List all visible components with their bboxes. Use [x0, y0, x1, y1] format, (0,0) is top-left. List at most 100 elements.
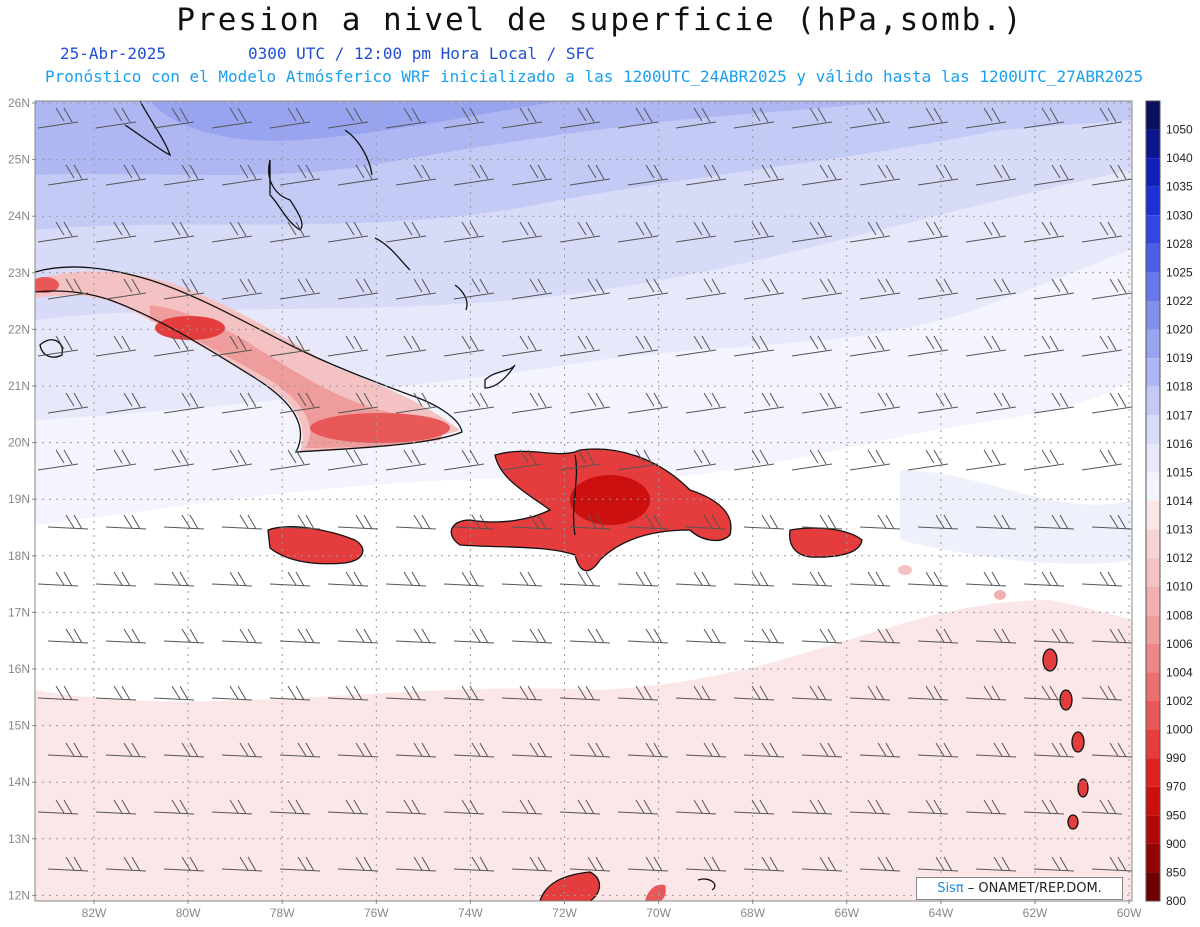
- wind-barb: [453, 856, 495, 872]
- colorbar-label: 970: [1166, 780, 1186, 794]
- wind-barb: [211, 799, 253, 815]
- wind-barb: [511, 514, 553, 530]
- wind-barb: [733, 799, 775, 815]
- wind-barb: [385, 571, 427, 587]
- wind-barb: [1081, 221, 1123, 243]
- colorbar-label: 1019: [1166, 351, 1193, 365]
- wind-barb: [1033, 164, 1075, 186]
- wind-barb: [917, 164, 959, 186]
- wind-barb: [153, 221, 195, 243]
- wind-barb: [1081, 449, 1123, 471]
- colorbar-swatch: [1146, 215, 1160, 244]
- lon-label: 60W: [1117, 906, 1142, 920]
- wind-barb: [95, 799, 137, 815]
- wind-barb: [965, 107, 1007, 129]
- forecast-date: 25-Abr-2025: [60, 44, 166, 63]
- lat-label: 24N: [8, 209, 30, 223]
- wind-barb: [327, 335, 369, 357]
- colorbar-swatch: [1146, 758, 1160, 787]
- wind-barb: [849, 107, 891, 129]
- wind-barb: [395, 628, 437, 644]
- wind-barb: [627, 628, 669, 644]
- wind-barb: [385, 221, 427, 243]
- wind-barb: [1023, 685, 1065, 701]
- wind-barb: [617, 449, 659, 471]
- wind-barb: [917, 514, 959, 530]
- lon-label: 62W: [1023, 906, 1048, 920]
- wind-barb: [801, 742, 843, 758]
- wind-barb: [47, 164, 89, 186]
- wind-barb: [569, 392, 611, 414]
- wind-barb: [163, 392, 205, 414]
- lon-label: 64W: [929, 906, 954, 920]
- wind-barb: [965, 335, 1007, 357]
- wind-barb: [269, 685, 311, 701]
- wind-barb: [859, 742, 901, 758]
- wind-barb: [511, 742, 553, 758]
- colorbar-swatch: [1146, 158, 1160, 187]
- wind-barb: [385, 799, 427, 815]
- wind-barb: [975, 278, 1017, 300]
- wind-barb: [801, 856, 843, 872]
- wind-barb: [791, 685, 833, 701]
- wind-barb: [617, 685, 659, 701]
- wind-barb: [453, 164, 495, 186]
- colorbar-label: 1050: [1166, 123, 1193, 137]
- wind-barb: [95, 107, 137, 129]
- wind-barb: [975, 856, 1017, 872]
- wind-barb: [801, 164, 843, 186]
- wind-barb: [105, 514, 147, 530]
- wind-barb: [685, 164, 727, 186]
- wind-barb: [279, 514, 321, 530]
- coastlines: [35, 101, 1089, 901]
- wind-barb: [153, 685, 195, 701]
- wind-barb: [95, 335, 137, 357]
- wind-barb: [791, 221, 833, 243]
- wind-barb: [559, 449, 601, 471]
- wind-barb: [279, 856, 321, 872]
- wind-barb: [1033, 514, 1075, 530]
- wind-barb: [849, 685, 891, 701]
- wind-barb: [395, 856, 437, 872]
- wind-barb: [627, 856, 669, 872]
- wind-barb: [975, 164, 1017, 186]
- colorbar-swatch: [1146, 243, 1160, 273]
- wind-barb: [443, 799, 485, 815]
- map-frame: [34, 100, 1133, 902]
- model-info: Pronóstico con el Modelo Atmósferico WRF…: [45, 67, 1144, 86]
- wind-barb: [501, 335, 543, 357]
- wind-barb: [163, 514, 205, 530]
- lon-label: 80W: [176, 906, 201, 920]
- lat-label: 14N: [8, 775, 30, 789]
- colorbar-swatch: [1146, 815, 1160, 844]
- wind-barb: [221, 856, 263, 872]
- colorbar-label: 800: [1166, 894, 1186, 908]
- colorbar-swatch: [1146, 558, 1160, 587]
- colorbar-swatch: [1146, 586, 1160, 616]
- wind-barb: [1091, 392, 1132, 414]
- wind-barb: [153, 571, 195, 587]
- wind-barb: [559, 571, 601, 587]
- wind-barb: [105, 628, 147, 644]
- wind-barb: [907, 685, 949, 701]
- wind-barb: [965, 571, 1007, 587]
- credit-sis: Sisπ: [937, 881, 964, 896]
- wind-barb: [1033, 392, 1075, 414]
- colorbar-swatch: [1146, 129, 1160, 159]
- wind-barb: [221, 628, 263, 644]
- colorbar-label: 950: [1166, 808, 1186, 822]
- wind-barb: [327, 799, 369, 815]
- colorbar-label: 1030: [1166, 208, 1193, 222]
- wind-barb: [1033, 856, 1075, 872]
- lat-label: 20N: [8, 436, 30, 450]
- lat-label: 16N: [8, 662, 30, 676]
- wind-barb: [743, 278, 785, 300]
- wind-barb: [269, 221, 311, 243]
- wind-barb: [337, 514, 379, 530]
- map-area: [35, 101, 1132, 901]
- wind-barb: [211, 221, 253, 243]
- colorbar-label: 1004: [1166, 665, 1193, 679]
- wind-barb: [1081, 685, 1123, 701]
- wind-barb: [675, 571, 717, 587]
- colorbar-swatch: [1146, 701, 1160, 730]
